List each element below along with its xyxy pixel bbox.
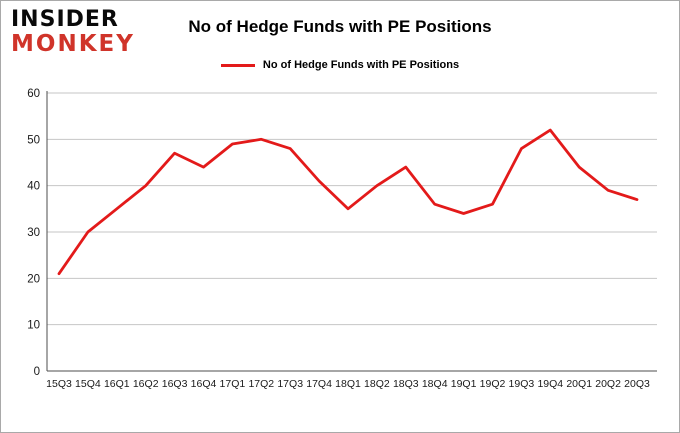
chart-title: No of Hedge Funds with PE Positions: [188, 17, 492, 36]
x-tick-label: 15Q3: [46, 378, 72, 390]
y-tick-label: 50: [27, 134, 40, 146]
legend-line-swatch: [220, 63, 255, 67]
x-tick-label: 19Q2: [480, 378, 506, 390]
x-tick-label: 16Q2: [133, 378, 159, 390]
x-tick-label: 18Q2: [364, 378, 390, 390]
x-tick-label: 17Q1: [220, 378, 246, 390]
y-tick-label: 0: [34, 366, 40, 378]
y-tick-label: 20: [27, 273, 40, 285]
y-tick-label: 40: [27, 181, 40, 193]
logo-line2: MONKEY: [11, 31, 135, 57]
x-tick-label: 20Q3: [624, 378, 650, 390]
x-tick-label: 20Q1: [566, 378, 592, 390]
x-tick-label: 16Q4: [191, 378, 217, 390]
y-tick-label: 10: [27, 320, 40, 332]
x-tick-label: 16Q1: [104, 378, 130, 390]
x-tick-label: 17Q2: [248, 378, 274, 390]
series-line: [57, 128, 639, 276]
insider-monkey-logo: INSIDER MONKEY: [11, 9, 135, 56]
x-tick-label: 19Q3: [509, 378, 535, 390]
x-tick-label: 17Q3: [277, 378, 303, 390]
x-tick-label: 15Q4: [75, 378, 101, 390]
x-tick-label: 19Q1: [451, 378, 477, 390]
x-tick-label: 19Q4: [537, 378, 563, 390]
x-tick-label: 18Q1: [335, 378, 361, 390]
x-tick-label: 18Q3: [393, 378, 419, 390]
y-tick-label: 30: [27, 227, 40, 239]
chart-legend: No of Hedge Funds with PE Positions: [1, 59, 679, 71]
x-tick-label: 20Q2: [595, 378, 621, 390]
x-tick-label: 16Q3: [162, 378, 188, 390]
y-tick-label: 60: [27, 88, 40, 100]
legend-label: No of Hedge Funds with PE Positions: [262, 59, 460, 71]
x-tick-label: 17Q4: [306, 378, 332, 390]
logo-line1: INSIDER: [11, 7, 119, 32]
x-tick-label: 18Q4: [422, 378, 448, 390]
